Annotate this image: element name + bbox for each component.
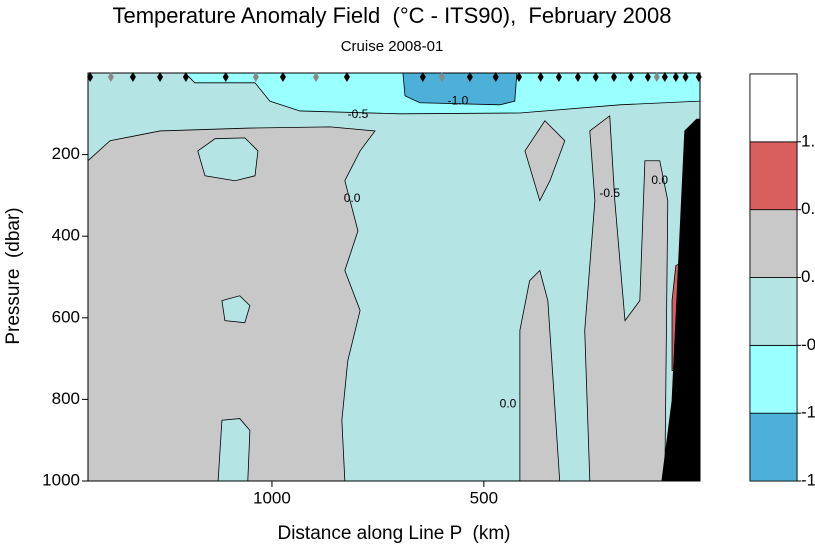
- station-marker: [157, 72, 164, 82]
- y-tick-label: 1000: [42, 470, 80, 489]
- colorbar-tick-label: -0.5: [801, 335, 815, 354]
- colorbar-band: [749, 277, 798, 346]
- colorbar-band: [749, 141, 798, 211]
- station-marker: [182, 72, 189, 82]
- contour-region: [661, 118, 700, 481]
- y-tick-label: 800: [52, 389, 80, 408]
- station-marker: [653, 72, 660, 82]
- station-marker: [592, 72, 599, 82]
- station-marker: [129, 72, 136, 82]
- colorbar-tick-label: 1.0: [801, 131, 815, 150]
- colorbar-band: [749, 209, 798, 278]
- station-marker: [555, 72, 562, 82]
- station-marker: [466, 72, 473, 82]
- x-tick-label: 1000: [253, 488, 291, 507]
- chart-subtitle: Cruise 2008-01: [341, 38, 444, 55]
- colorbar-tick-label: -1.0: [801, 403, 815, 422]
- station-marker: [419, 72, 426, 82]
- station-marker: [695, 72, 702, 82]
- contour-region: [584, 115, 669, 481]
- y-tick-label: 600: [52, 307, 80, 326]
- contour-label: -0.5: [348, 107, 369, 121]
- station-marker: [672, 72, 679, 82]
- contour-region: [519, 269, 561, 481]
- contour-region: [217, 418, 251, 481]
- station-marker: [610, 72, 617, 82]
- station-marker: [87, 72, 94, 82]
- station-marker: [107, 72, 114, 82]
- contour-region: [524, 120, 566, 202]
- station-marker: [574, 72, 581, 82]
- station-marker: [644, 72, 651, 82]
- chart-title: Temperature Anomaly Field (°C - ITS90), …: [112, 3, 671, 28]
- station-marker: [252, 72, 259, 82]
- colorbar-band: [749, 73, 798, 143]
- plot-frame: [87, 72, 701, 482]
- station-marker: [438, 72, 445, 82]
- plot-area: -0.5 -1.0 0.0 -0.5 0.0 0.0: [88, 73, 700, 481]
- station-marker: [627, 72, 634, 82]
- contour-label: -0.5: [599, 186, 620, 200]
- colorbar-tick-label: 0.5: [801, 199, 815, 218]
- contour-region: [221, 295, 251, 324]
- contour-label: 0.0: [500, 396, 517, 410]
- station-marker: [279, 72, 286, 82]
- x-axis-label: Distance along Line P (km): [277, 523, 510, 544]
- x-tick-label: 500: [470, 488, 498, 507]
- contour-region: [197, 137, 259, 182]
- station-marker: [537, 72, 544, 82]
- y-tick-label: 200: [52, 144, 80, 163]
- contour-label: 0.0: [651, 173, 668, 187]
- colorbar-tick-label: 0.0: [801, 267, 815, 286]
- colorbar-band: [749, 412, 798, 482]
- colorbar-tick-label: -1.5: [801, 470, 815, 489]
- station-marker: [492, 72, 499, 82]
- station-marker: [222, 72, 229, 82]
- contour-label: -1.0: [448, 93, 469, 107]
- station-marker: [516, 72, 523, 82]
- station-marker: [313, 72, 320, 82]
- station-marker: [661, 72, 668, 82]
- colorbar-band: [749, 344, 798, 414]
- station-marker: [343, 72, 350, 82]
- y-axis-label: Pressure (dbar): [3, 207, 24, 344]
- contour-region: [402, 73, 518, 106]
- station-marker: [682, 72, 689, 82]
- y-tick-label: 400: [52, 226, 80, 245]
- contour-label: 0.0: [344, 191, 361, 205]
